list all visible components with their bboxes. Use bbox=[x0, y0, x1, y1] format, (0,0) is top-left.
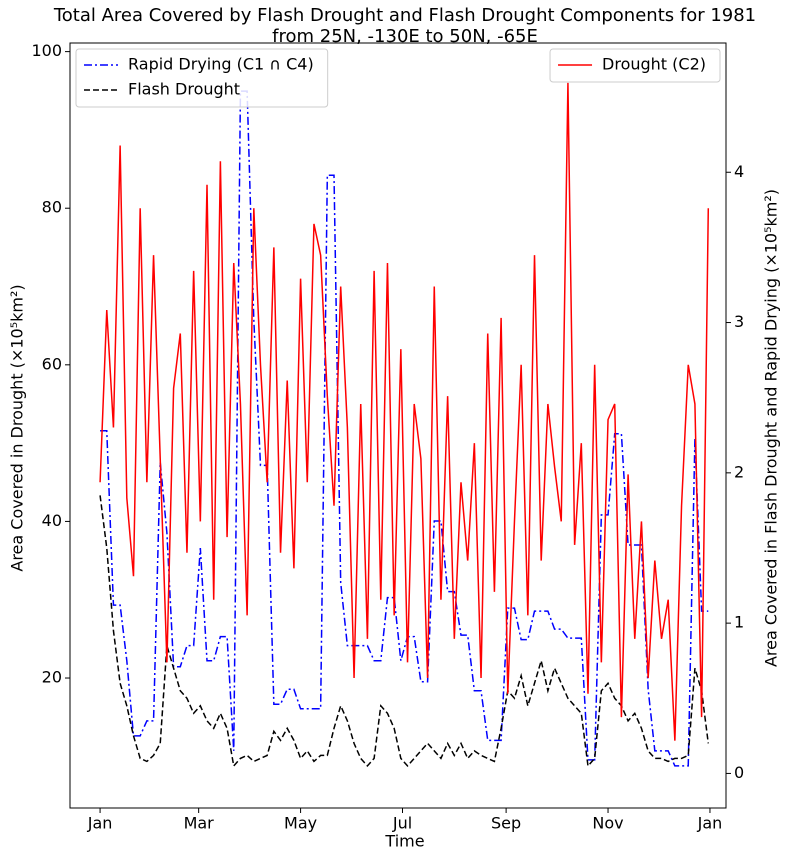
y-tick-label: 80 bbox=[42, 198, 62, 217]
legend-label: Drought (C2) bbox=[602, 55, 706, 74]
x-axis-label: Time bbox=[384, 832, 424, 851]
legend: Rapid Drying (C1 ∩ C4) Flash Drought bbox=[75, 48, 329, 108]
x-tick-label: May bbox=[284, 814, 317, 833]
x-tick-label: Sep bbox=[491, 814, 521, 833]
legend-label: Rapid Drying (C1 ∩ C4) bbox=[128, 55, 314, 74]
legend-label: Flash Drought bbox=[128, 80, 240, 99]
legend: Drought (C2) bbox=[549, 48, 721, 83]
plot-frame bbox=[69, 42, 727, 809]
series-line bbox=[99, 495, 710, 768]
y2-axis-label: Area Covered in Flash Drought and Rapid … bbox=[762, 189, 781, 667]
x-tick-label: Jan bbox=[697, 814, 723, 833]
chart-subtitle: from 25N, -130E to 50N, -65E bbox=[272, 26, 538, 47]
x-tick-label: Jul bbox=[392, 814, 412, 833]
y2-tick-label: 1 bbox=[734, 613, 744, 632]
y-tick-label: 100 bbox=[31, 41, 62, 60]
legend-box bbox=[75, 48, 329, 108]
x-tick-label: Mar bbox=[184, 814, 215, 833]
legend-box bbox=[549, 48, 721, 83]
chart-title: Total Area Covered by Flash Drought and … bbox=[53, 5, 756, 26]
y2-tick-label: 4 bbox=[734, 162, 744, 181]
y2-tick-label: 2 bbox=[734, 462, 744, 481]
x-tick-label: Jan bbox=[87, 814, 113, 833]
y2-tick-label: 3 bbox=[734, 312, 744, 331]
y-tick-label: 20 bbox=[42, 668, 62, 687]
y2-tick-label: 0 bbox=[734, 763, 744, 782]
x-tick-label: Nov bbox=[592, 814, 623, 833]
series-line bbox=[99, 82, 710, 741]
y-axis-label: Area Covered in Drought (×10⁵km²) bbox=[8, 284, 27, 571]
series-line bbox=[100, 90, 709, 767]
y-tick-label: 60 bbox=[42, 354, 62, 373]
y-tick-label: 40 bbox=[42, 511, 62, 530]
